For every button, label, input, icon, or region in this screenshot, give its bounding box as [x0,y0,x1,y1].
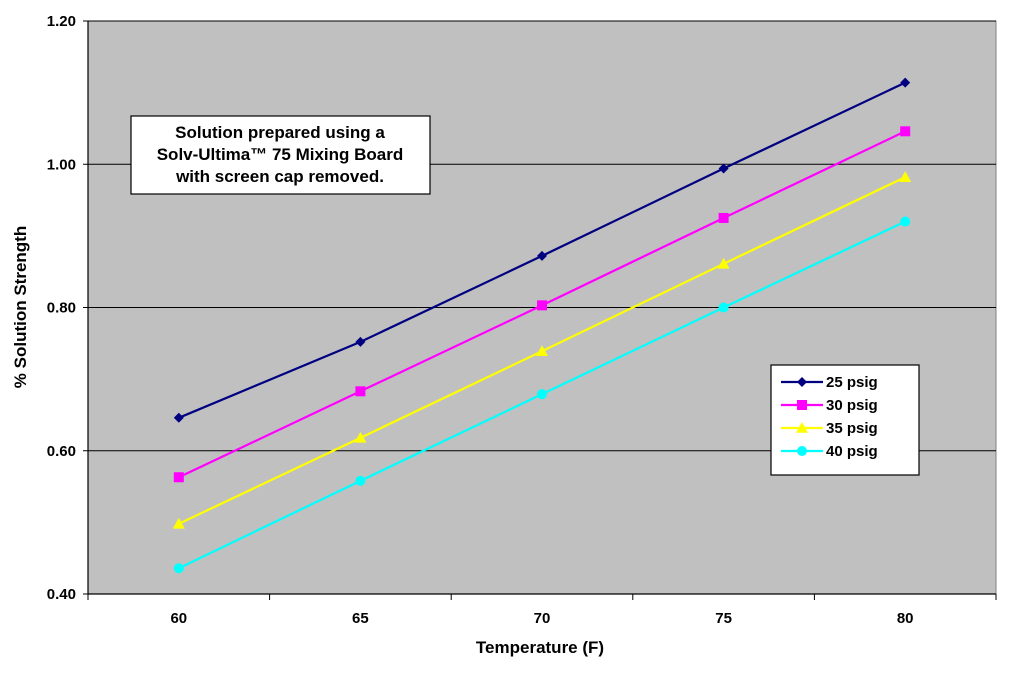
legend-item: 40 psig [781,443,878,460]
x-axis-title: Temperature (F) [476,638,604,657]
data-point [537,300,547,311]
data-point [173,563,184,574]
y-axis-title: % Solution Strength [11,226,30,388]
legend-marker [797,446,807,456]
x-tick-label: 65 [352,610,369,627]
legend-item: 25 psig [781,374,878,391]
y-tick-label: 0.60 [47,443,76,460]
data-point [355,475,366,486]
legend-items: 25 psig 30 psig 35 psig 40 psig [781,374,878,460]
series-40-psig [173,216,911,574]
legend-marker [797,377,807,387]
data-point [717,257,730,269]
data-point [172,517,185,529]
data-point [354,431,367,443]
x-tick-label: 60 [170,610,187,627]
data-point [355,386,366,397]
axes [83,20,997,600]
data-point [537,389,547,400]
data-point [900,126,911,137]
legend-marker [797,400,807,410]
series-35-psig [172,171,912,529]
annotation-line-3: with screen cap removed. [175,167,384,186]
series-30-psig [173,126,911,483]
legend-label: 25 psig [826,374,878,391]
annotation-line-1: Solution prepared using a [175,123,385,142]
legend-item: 35 psig [781,420,878,437]
x-tick-labels: 60 65 70 75 80 [170,610,913,627]
annotation-box: Solution prepared using a Solv-Ultima™ 7… [130,115,431,195]
y-tick-label: 0.80 [47,300,76,317]
annotation-frame [130,115,431,195]
data-point [900,77,911,88]
legend-label: 40 psig [826,443,878,460]
x-tick-label: 70 [534,610,551,627]
data-point [537,250,547,261]
legend: 25 psig 30 psig 35 psig 40 psig [770,364,920,476]
y-tick-labels: 0.40 0.60 0.80 1.00 1.20 [47,13,76,603]
data-point [718,212,729,223]
legend-marker [796,422,808,433]
legend-item: 30 psig [781,397,878,414]
annotation-line-2: Solv-Ultima™ 75 Mixing Board [157,145,404,164]
x-tick-label: 75 [715,610,732,627]
data-point [900,216,911,227]
legend-label: 30 psig [826,397,878,414]
legend-frame [770,364,920,476]
data-point [355,336,366,347]
legend-label: 35 psig [826,420,878,437]
series-25-psig [173,77,911,423]
data-point [718,302,729,313]
y-tick-label: 0.40 [47,586,76,603]
y-tick-label: 1.20 [47,13,76,30]
data-point [173,472,184,483]
data-point [718,163,729,174]
data-point [899,171,912,182]
y-tick-label: 1.00 [47,156,76,173]
x-tick-label: 80 [897,610,914,627]
data-point [173,412,184,423]
data-point [536,345,548,356]
series-layer [172,77,912,574]
